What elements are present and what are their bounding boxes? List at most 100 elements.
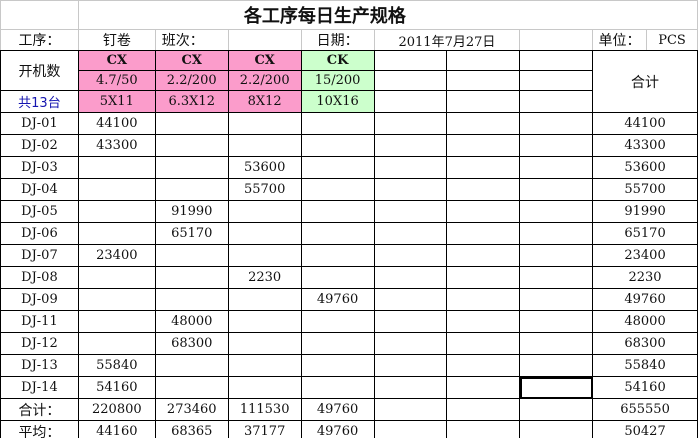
- value-cell[interactable]: [300, 156, 375, 179]
- value-cell[interactable]: 49760: [300, 288, 375, 311]
- value-cell[interactable]: [300, 244, 375, 267]
- row-total[interactable]: 68300: [592, 332, 698, 355]
- sheet-title[interactable]: 各工序每日生产规格: [77, 0, 698, 30]
- row-label[interactable]: DJ-02: [0, 134, 79, 157]
- value-cell[interactable]: 68300: [154, 332, 229, 355]
- empty-cell[interactable]: [446, 50, 521, 71]
- value-cell[interactable]: 111530: [227, 398, 302, 421]
- empty-cell[interactable]: [519, 156, 594, 179]
- empty-cell[interactable]: [519, 310, 594, 333]
- process-label[interactable]: 工序：: [0, 29, 79, 51]
- empty-cell[interactable]: [446, 376, 521, 399]
- row-total[interactable]: 54160: [592, 376, 698, 399]
- row-total[interactable]: 2230: [592, 266, 698, 289]
- spec-type[interactable]: CX: [227, 50, 302, 71]
- empty-cell[interactable]: [373, 310, 448, 333]
- spec-size[interactable]: 5X11: [77, 90, 156, 113]
- value-cell[interactable]: [154, 376, 229, 399]
- value-cell[interactable]: [227, 200, 302, 223]
- cell-corner[interactable]: [0, 0, 79, 30]
- empty-cell[interactable]: [519, 50, 594, 71]
- value-cell[interactable]: 49760: [300, 420, 375, 438]
- value-cell[interactable]: 44100: [77, 112, 156, 135]
- value-cell[interactable]: [227, 244, 302, 267]
- empty-cell[interactable]: [519, 332, 594, 355]
- empty-cell[interactable]: [519, 134, 594, 157]
- empty-cell[interactable]: [446, 134, 521, 157]
- row-label[interactable]: DJ-06: [0, 222, 79, 245]
- empty-cell[interactable]: [446, 354, 521, 377]
- value-cell[interactable]: [77, 200, 156, 223]
- empty-cell[interactable]: [373, 354, 448, 377]
- row-label[interactable]: DJ-07: [0, 244, 79, 267]
- empty-cell[interactable]: [446, 266, 521, 289]
- row-total[interactable]: 65170: [592, 222, 698, 245]
- value-cell[interactable]: [77, 222, 156, 245]
- empty-cell[interactable]: [519, 288, 594, 311]
- row-label[interactable]: DJ-09: [0, 288, 79, 311]
- value-cell[interactable]: 48000: [154, 310, 229, 333]
- empty-cell[interactable]: [519, 398, 594, 421]
- empty-cell[interactable]: [373, 244, 448, 267]
- value-cell[interactable]: [77, 288, 156, 311]
- row-total[interactable]: 44100: [592, 112, 698, 135]
- row-total[interactable]: 55700: [592, 178, 698, 201]
- value-cell[interactable]: [300, 266, 375, 289]
- empty-cell[interactable]: [519, 354, 594, 377]
- selected-cell[interactable]: [519, 376, 594, 399]
- empty-cell[interactable]: [373, 200, 448, 223]
- empty-cell[interactable]: [446, 70, 521, 91]
- spec-ratio[interactable]: 2.2/200: [227, 70, 302, 91]
- value-cell[interactable]: [300, 222, 375, 245]
- value-cell[interactable]: [300, 310, 375, 333]
- empty-cell[interactable]: [446, 288, 521, 311]
- empty-cell[interactable]: [373, 332, 448, 355]
- value-cell[interactable]: 53600: [227, 156, 302, 179]
- value-cell[interactable]: 65170: [154, 222, 229, 245]
- total-header[interactable]: 合计: [592, 50, 698, 113]
- empty-cell[interactable]: [373, 398, 448, 421]
- row-total[interactable]: 23400: [592, 244, 698, 267]
- value-cell[interactable]: [77, 332, 156, 355]
- value-cell[interactable]: 220800: [77, 398, 156, 421]
- value-cell[interactable]: [300, 178, 375, 201]
- empty-cell[interactable]: [519, 29, 594, 51]
- row-label[interactable]: DJ-12: [0, 332, 79, 355]
- row-label[interactable]: DJ-08: [0, 266, 79, 289]
- row-total[interactable]: 48000: [592, 310, 698, 333]
- row-label[interactable]: DJ-03: [0, 156, 79, 179]
- empty-cell[interactable]: [446, 398, 521, 421]
- value-cell[interactable]: 68365: [154, 420, 229, 438]
- value-cell[interactable]: [154, 288, 229, 311]
- value-cell[interactable]: [77, 310, 156, 333]
- row-label[interactable]: DJ-05: [0, 200, 79, 223]
- empty-cell[interactable]: [373, 70, 448, 91]
- row-total[interactable]: 91990: [592, 200, 698, 223]
- value-cell[interactable]: 55700: [227, 178, 302, 201]
- value-cell[interactable]: [300, 134, 375, 157]
- empty-cell[interactable]: [373, 112, 448, 135]
- empty-cell[interactable]: [519, 70, 594, 91]
- row-label[interactable]: 平均：: [0, 420, 79, 438]
- value-cell[interactable]: [227, 376, 302, 399]
- spec-type[interactable]: CK: [300, 50, 375, 71]
- row-total[interactable]: 53600: [592, 156, 698, 179]
- row-total[interactable]: 49760: [592, 288, 698, 311]
- empty-cell[interactable]: [446, 112, 521, 135]
- row-total[interactable]: 655550: [592, 398, 698, 421]
- value-cell[interactable]: 55840: [77, 354, 156, 377]
- value-cell[interactable]: 44160: [77, 420, 156, 438]
- row-total[interactable]: 55840: [592, 354, 698, 377]
- row-label[interactable]: DJ-04: [0, 178, 79, 201]
- value-cell[interactable]: [154, 156, 229, 179]
- row-label[interactable]: DJ-01: [0, 112, 79, 135]
- value-cell[interactable]: [227, 332, 302, 355]
- value-cell[interactable]: [154, 244, 229, 267]
- spec-type[interactable]: CX: [154, 50, 229, 71]
- empty-cell[interactable]: [373, 420, 448, 438]
- date-label[interactable]: 日期：: [300, 29, 375, 51]
- value-cell[interactable]: [227, 288, 302, 311]
- empty-cell[interactable]: [519, 244, 594, 267]
- empty-cell[interactable]: [519, 90, 594, 113]
- spec-type[interactable]: CX: [77, 50, 156, 71]
